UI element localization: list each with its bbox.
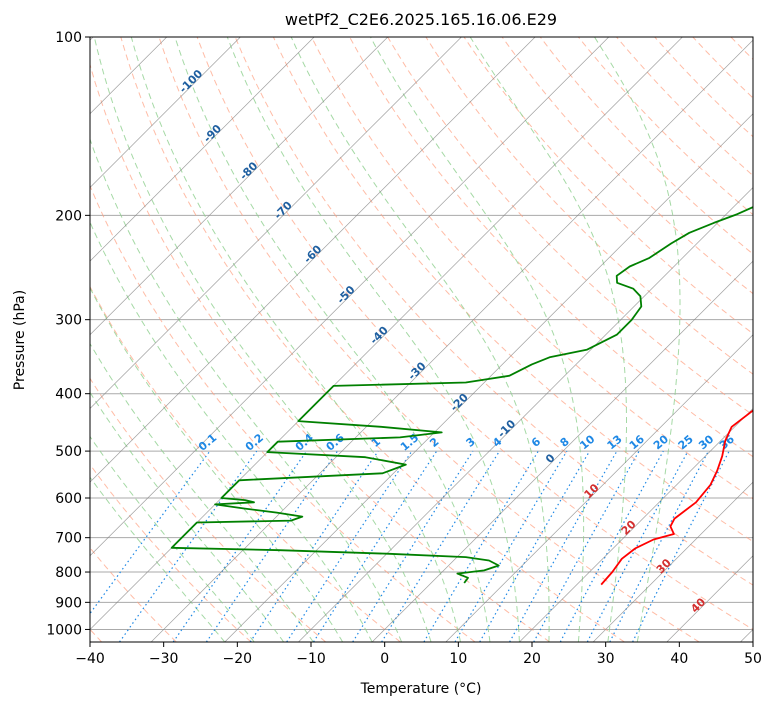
dry-adiabat <box>120 37 625 642</box>
y-tick-label: 700 <box>55 531 82 547</box>
isotherm-line <box>592 481 753 642</box>
x-tick-label: 50 <box>744 651 762 667</box>
moist-adiabat <box>90 286 344 642</box>
dry-adiabat <box>90 463 252 642</box>
mixing-ratio-line <box>479 450 591 642</box>
mixing-ratio-line <box>90 450 211 615</box>
x-tick-label: 20 <box>523 651 541 667</box>
chart-title: wetPf2_C2E6.2025.165.16.06.E29 <box>285 10 557 30</box>
moist-adiabat <box>370 37 585 642</box>
moist-adiabat <box>290 37 550 642</box>
x-tick-label: 0 <box>380 651 389 667</box>
isotherm-line <box>371 260 753 642</box>
mixing-ratio-line <box>423 450 539 642</box>
dry-adiabat <box>234 37 753 586</box>
y-tick-label: 600 <box>55 491 82 507</box>
isotherm-line <box>90 37 462 409</box>
dry-adiabat <box>90 285 401 642</box>
y-axis-ticks: 100 200 300 400 500 600 700 800 900 1000 <box>46 30 90 638</box>
isotherm-line <box>90 37 241 188</box>
dry-adiabat <box>501 37 753 295</box>
dry-adiabat-lines <box>90 37 753 642</box>
dry-adiabat <box>463 37 753 335</box>
x-axis-label: Temperature (°C) <box>360 681 482 697</box>
moist-adiabat <box>93 37 432 642</box>
moist-adiabat <box>90 476 226 642</box>
moist-adiabat <box>90 342 314 642</box>
x-tick-label: 40 <box>670 651 688 667</box>
isotherm-line <box>445 334 753 642</box>
moist-adiabat <box>174 37 491 642</box>
moist-adiabat <box>226 37 520 642</box>
temperature-profile-line <box>600 409 753 586</box>
moist-adiabat <box>469 37 627 642</box>
mixing-ratio-lines <box>90 450 730 642</box>
isotherm-lines <box>90 37 753 642</box>
mixing-ratio-line <box>312 450 438 642</box>
moist-adiabat <box>130 37 461 642</box>
isotherm-line <box>90 37 536 483</box>
mixing-ratio-line <box>172 450 308 642</box>
moist-adiabat <box>90 137 403 642</box>
x-tick-label: 10 <box>449 651 467 667</box>
isotherm-line <box>90 37 315 262</box>
x-tick-label: −20 <box>223 651 253 667</box>
y-tick-label: 900 <box>55 595 82 611</box>
x-tick-label: −40 <box>75 651 105 667</box>
isobar-lines <box>90 37 753 630</box>
y-tick-label: 400 <box>55 387 82 403</box>
mixing-ratio-line <box>559 450 664 642</box>
moist-adiabat <box>90 220 373 642</box>
moist-adiabat <box>90 435 255 642</box>
mixing-ratio-line <box>119 450 258 642</box>
x-axis-ticks: −40 −30 −20 −10 0 10 20 30 40 50 <box>75 642 762 667</box>
moist-adiabat <box>594 37 681 642</box>
x-tick-label: −30 <box>149 651 179 667</box>
isotherm-line <box>90 37 389 336</box>
mixing-ratio-line <box>352 450 474 642</box>
mixing-ratio-line <box>533 450 640 642</box>
y-tick-label: 800 <box>55 565 82 581</box>
dry-adiabat <box>196 37 753 631</box>
mixing-ratio-line <box>509 450 618 642</box>
isotherm-line <box>224 113 753 642</box>
y-tick-label: 200 <box>55 208 82 224</box>
profile-series <box>170 206 753 586</box>
dry-adiabat <box>387 37 753 416</box>
y-axis-label: Pressure (hPa) <box>12 290 28 390</box>
moist-adiabat <box>90 391 285 642</box>
x-tick-label: −10 <box>296 651 326 667</box>
mixing-ratio-line <box>381 450 501 642</box>
moist-adiabat-lines <box>90 37 681 642</box>
isotherm-line <box>150 39 753 642</box>
y-tick-label: 1000 <box>46 622 82 638</box>
isotherm-line <box>519 407 753 642</box>
x-tick-label: 30 <box>597 651 615 667</box>
isotherm-line <box>298 186 753 642</box>
dry-adiabat <box>90 62 551 642</box>
isotherm-line <box>90 37 610 557</box>
plot-frame <box>89 36 754 643</box>
mixing-ratio-line <box>454 450 568 642</box>
y-tick-label: 500 <box>55 444 82 460</box>
y-tick-label: 100 <box>55 30 82 46</box>
plot-area: -100-90-80-70-60-50-40-30-20-10010203040… <box>90 37 753 642</box>
y-tick-label: 300 <box>55 313 82 329</box>
mixing-ratio-line <box>286 450 413 642</box>
dry-adiabat <box>311 37 753 500</box>
dewpoint-profile-line <box>170 206 753 584</box>
dry-adiabat <box>616 37 753 177</box>
